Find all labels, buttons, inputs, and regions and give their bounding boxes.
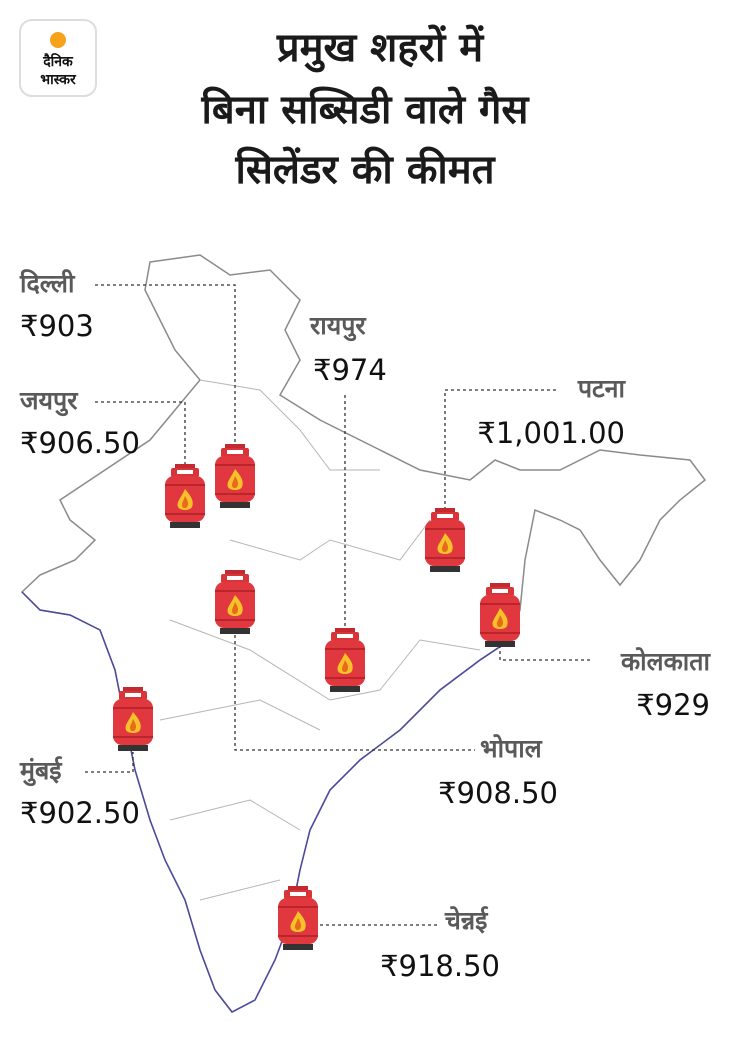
cylinder-icon <box>215 444 255 508</box>
city-price: ₹906.50 <box>20 426 140 460</box>
cylinder-icon <box>215 570 255 634</box>
city-name: जयपुर <box>19 386 79 417</box>
city-name: चेन्नई <box>444 906 489 935</box>
city-price: ₹1,001.00 <box>477 416 625 450</box>
city-name: भोपाल <box>480 734 543 763</box>
city-price: ₹929 <box>636 688 710 722</box>
city-name: कोलकाता <box>620 647 712 676</box>
city-name: मुंबई <box>19 756 63 787</box>
city-price: ₹918.50 <box>380 949 500 983</box>
leader-lines <box>85 284 590 926</box>
city-price: ₹974 <box>313 353 387 387</box>
map <box>20 254 707 1013</box>
cylinder-icon <box>425 508 465 572</box>
city-price: ₹902.50 <box>20 796 140 830</box>
city-price: ₹903 <box>20 309 94 343</box>
labels: दिल्ली ₹903 जयपुर ₹906.50 रायपुर ₹974 पट… <box>19 269 712 983</box>
cylinder-icon <box>113 687 153 751</box>
cylinder-icon <box>278 886 318 950</box>
city-price: ₹908.50 <box>438 776 558 810</box>
title: सिलेंडर की कीमत <box>234 146 495 193</box>
title: प्रमुख शहरों में <box>276 24 485 73</box>
cylinder-icon <box>165 464 205 528</box>
city-name: पटना <box>577 374 627 403</box>
city-name: दिल्ली <box>19 269 76 298</box>
logo-text: भास्कर <box>40 72 77 88</box>
city-name: रायपुर <box>309 311 367 342</box>
cylinder-icon <box>325 628 365 692</box>
cylinder-icon <box>480 583 520 647</box>
logo: दैनिक भास्कर <box>19 19 97 97</box>
logo-text: दैनिक <box>42 53 74 70</box>
title: बिना सब्सिडी वाले गैस <box>201 86 531 133</box>
